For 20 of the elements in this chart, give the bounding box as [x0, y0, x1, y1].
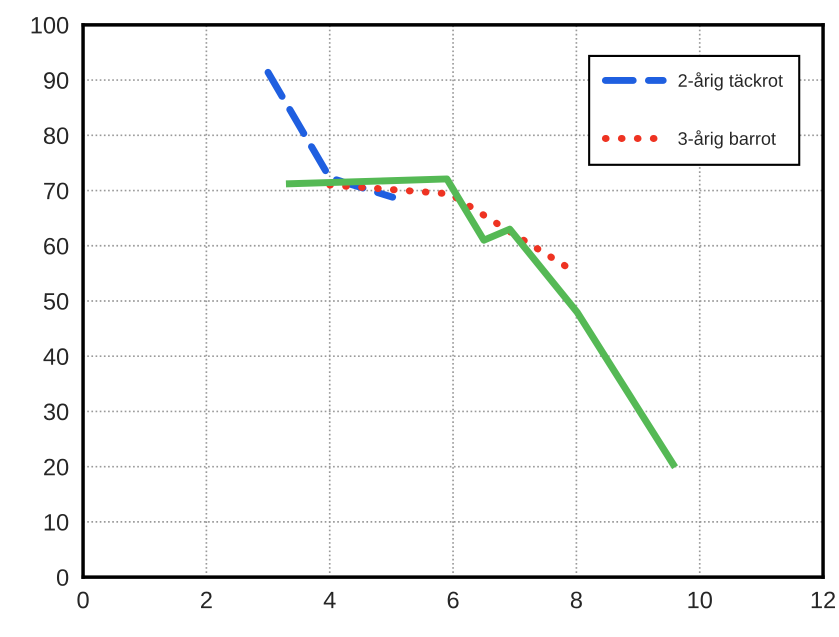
x-tick-label: 10: [688, 592, 712, 608]
y-tick-label: 0: [56, 569, 68, 586]
x-tick-label: 12: [812, 592, 836, 608]
y-tick-label: 50: [44, 293, 68, 310]
y-tick-label: 40: [43, 348, 68, 365]
x-tick-label: 4: [324, 592, 336, 608]
x-tick-label: 8: [570, 592, 582, 608]
y-tick-label: 30: [44, 404, 68, 420]
legend-label: 2-årig täckrot: [678, 72, 783, 91]
y-tick-label: 10: [44, 514, 68, 531]
legend-label: 3-årig barrot: [678, 130, 776, 149]
x-tick-label: 2: [201, 592, 212, 608]
x-tick-label: 6: [448, 592, 459, 608]
y-tick-label: 80: [44, 127, 68, 144]
y-tick-label: 70: [44, 182, 68, 200]
y-tick-label: 60: [44, 238, 68, 255]
y-tick-label: 90: [44, 72, 68, 89]
y-tick-label: 20: [44, 458, 68, 476]
x-tick-label: 0: [77, 592, 89, 608]
y-tick-label: 100: [32, 16, 68, 34]
